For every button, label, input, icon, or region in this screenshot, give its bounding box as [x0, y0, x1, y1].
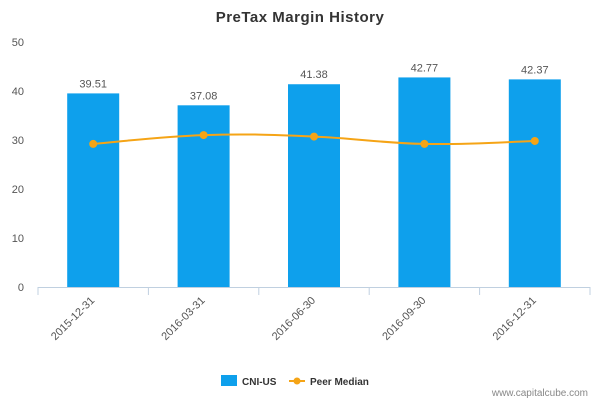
bar-data-label: 42.37 [521, 64, 549, 76]
peer-median-point[interactable] [310, 132, 318, 141]
legend-swatch-bar [221, 375, 237, 386]
bar-data-label: 37.08 [190, 90, 218, 102]
x-axis: 2015-12-31 2016-03-31 2016-06-30 2016-09-30… [37, 287, 591, 343]
x-tick-label: 2016-06-30 [270, 295, 318, 343]
y-tick-label: 20 [12, 184, 24, 196]
peer-median-point[interactable] [420, 139, 429, 148]
legend-item-cni-us[interactable]: CNI-US [221, 375, 277, 388]
watermark-text: www.capitalcube.com [491, 388, 588, 399]
y-tick-label: 30 [12, 135, 24, 147]
y-tick-label: 0 [18, 282, 24, 294]
bar-data-label: 42.77 [411, 62, 439, 74]
x-tick-label: 2015-12-31 [49, 295, 97, 343]
y-tick-label: 40 [12, 86, 24, 98]
y-axis: 0 10 20 30 40 50 [12, 37, 24, 294]
bar-cni-us[interactable] [398, 77, 451, 287]
peer-median-series [89, 131, 539, 148]
peer-median-point[interactable] [199, 131, 208, 140]
y-tick-label: 10 [12, 233, 24, 245]
peer-median-point[interactable] [530, 136, 539, 145]
legend-swatch-marker [293, 377, 301, 385]
legend[interactable]: CNI-US Peer Median [221, 375, 369, 388]
x-tick-label: 2016-03-31 [159, 295, 207, 343]
x-tick-label: 2016-09-30 [380, 295, 428, 343]
bar-series [67, 77, 561, 288]
x-tick-label: 2016-12-31 [491, 295, 539, 343]
bar-data-label: 41.38 [300, 69, 328, 81]
peer-median-point[interactable] [89, 139, 98, 148]
bar-cni-us[interactable] [67, 93, 120, 287]
data-labels: 39.51 37.08 41.38 42.77 42.37 [79, 62, 548, 102]
legend-item-peer-median[interactable]: Peer Median [289, 377, 369, 388]
legend-label-cni-us: CNI-US [242, 377, 277, 388]
bar-cni-us[interactable] [508, 79, 561, 288]
chart-title: PreTax Margin History [216, 9, 385, 26]
legend-label-peer-median: Peer Median [310, 377, 369, 388]
bar-data-label: 39.51 [79, 78, 107, 90]
y-tick-label: 50 [12, 37, 24, 49]
bar-cni-us[interactable] [288, 84, 340, 287]
